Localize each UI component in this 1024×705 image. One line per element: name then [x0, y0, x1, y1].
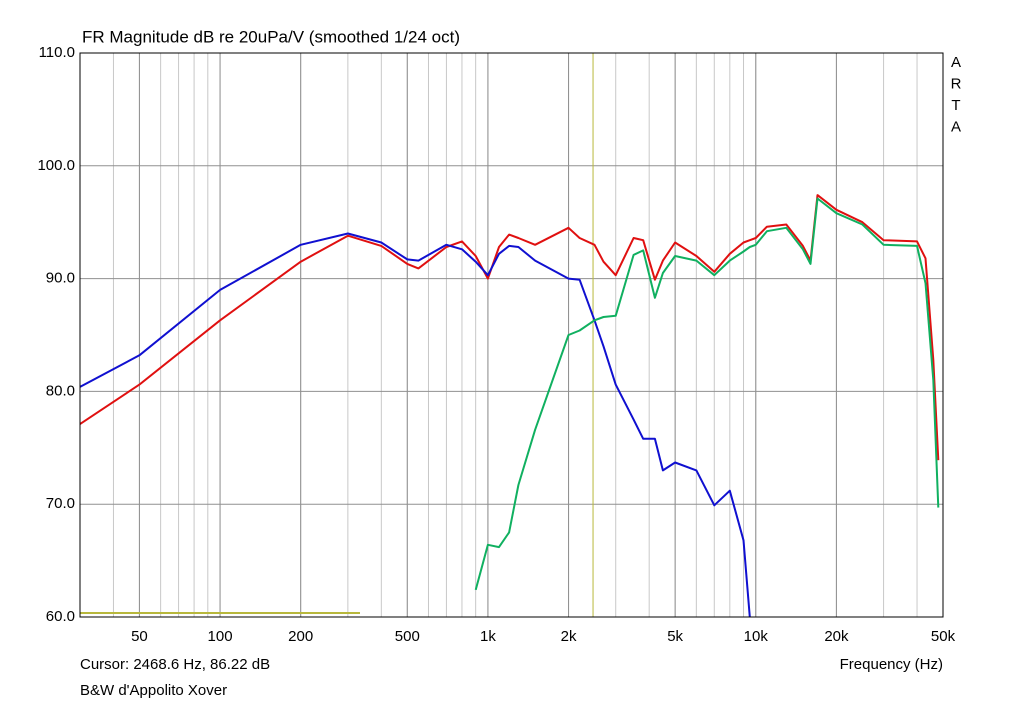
x-tick-label: 100: [208, 628, 233, 645]
watermark-letter: R: [951, 75, 962, 92]
x-tick-label: 200: [288, 628, 313, 645]
cursor-readout: Cursor: 2468.6 Hz, 86.22 dB: [80, 656, 270, 673]
x-tick-label: 10k: [744, 628, 769, 645]
y-tick-label: 60.0: [46, 608, 75, 625]
plot-frame: [79, 52, 944, 618]
watermark-letter: T: [951, 97, 960, 114]
y-tick-label: 100.0: [37, 157, 75, 174]
x-tick-label: 50k: [931, 628, 956, 645]
y-tick-label: 70.0: [46, 495, 75, 512]
chart-title: FR Magnitude dB re 20uPa/V (smoothed 1/2…: [82, 27, 460, 46]
y-tick-label: 110.0: [39, 44, 75, 61]
x-tick-label: 500: [395, 628, 420, 645]
y-tick-label: 80.0: [46, 382, 75, 399]
watermark-letter: A: [951, 54, 961, 71]
x-tick-label: 20k: [824, 628, 849, 645]
x-axis-label: Frequency (Hz): [840, 656, 943, 673]
x-tick-label: 1k: [480, 628, 496, 645]
watermark-letter: A: [951, 118, 961, 135]
y-tick-label: 90.0: [46, 270, 75, 287]
chart-subtitle: B&W d'Appolito Xover: [80, 682, 227, 699]
x-tick-label: 5k: [667, 628, 683, 645]
x-tick-label: 50: [131, 628, 148, 645]
series-line: [79, 232, 751, 618]
series-line: [474, 197, 940, 591]
plot: [79, 53, 940, 618]
x-tick-label: 2k: [561, 628, 577, 645]
